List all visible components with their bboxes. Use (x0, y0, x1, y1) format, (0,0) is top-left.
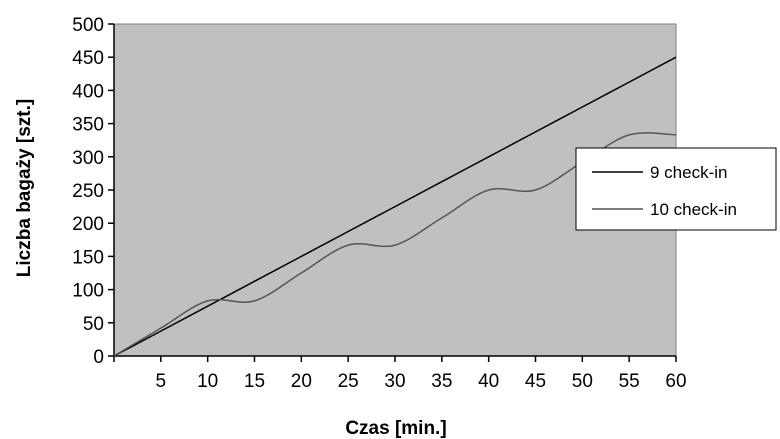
x-tick-label: 5 (156, 371, 167, 392)
y-tick-label: 300 (72, 148, 104, 169)
y-axis: 0 50 100 150 200 250 300 350 400 450 500 (72, 15, 115, 368)
y-tick-label: 450 (72, 48, 104, 69)
x-axis-title: Czas [min.] (345, 418, 446, 439)
x-tick-label: 15 (244, 371, 265, 392)
y-tick-label: 0 (93, 347, 104, 368)
x-tick-label: 20 (291, 371, 312, 392)
x-tick-label: 40 (478, 371, 499, 392)
legend-label-9-check-in: 9 check-in (650, 163, 727, 182)
y-tick-label: 200 (72, 214, 104, 235)
x-axis: 5 10 15 20 25 30 35 40 45 50 55 60 (113, 355, 687, 392)
x-tick-label: 35 (431, 371, 452, 392)
x-tick-label: 25 (338, 371, 359, 392)
x-tick-label: 45 (525, 371, 546, 392)
x-tick-label: 50 (572, 371, 593, 392)
y-tick-label: 100 (72, 281, 104, 302)
y-tick-label: 250 (72, 181, 104, 202)
x-tick-label: 60 (665, 371, 686, 392)
series-line-9-check-in (113, 56, 677, 357)
x-tick-label: 55 (619, 371, 640, 392)
legend-box (575, 147, 777, 231)
x-tick-label: 10 (197, 371, 218, 392)
x-tick-label: 30 (384, 371, 405, 392)
legend-label-10-check-in: 10 check-in (650, 200, 737, 219)
y-tick-label: 500 (72, 15, 104, 36)
legend: 9 check-in 10 check-in (575, 147, 777, 231)
y-tick-label: 150 (72, 247, 104, 268)
y-axis-title: Liczba bagaży [szt.] (14, 99, 35, 277)
y-tick-label: 400 (72, 81, 104, 102)
y-tick-label: 350 (72, 115, 104, 136)
y-tick-label: 50 (83, 314, 104, 335)
